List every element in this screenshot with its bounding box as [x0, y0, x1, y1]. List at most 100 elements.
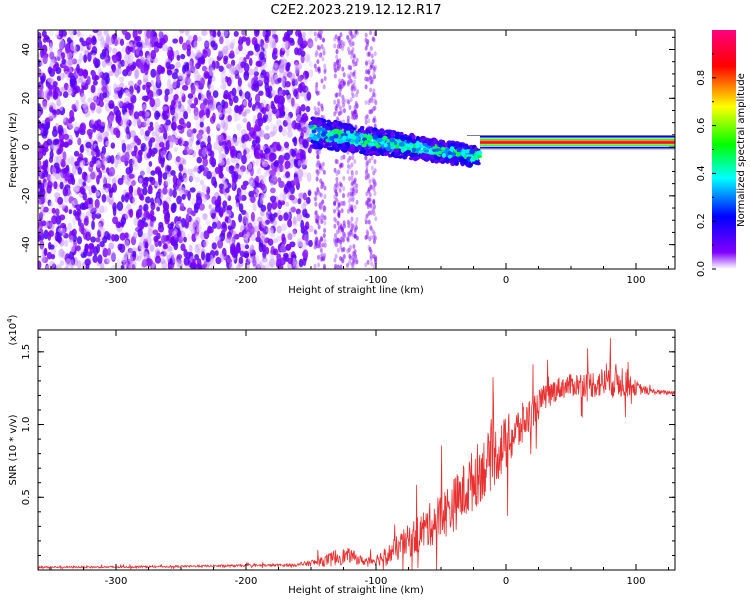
- spectrogram-cell: [161, 44, 168, 52]
- spectrogram-cell: [196, 224, 203, 233]
- spectrogram-cell: [268, 229, 274, 235]
- spectrogram-cell: [57, 171, 64, 182]
- spectrogram-cell: [42, 100, 48, 110]
- spectrogram-cell: [128, 247, 133, 257]
- spectrogram-x-tick-label: -100: [365, 275, 388, 286]
- spectrogram-cell: [295, 108, 300, 114]
- spectrogram-cell: [370, 95, 374, 101]
- spectrogram-cell: [261, 99, 267, 108]
- spectrogram-cell: [302, 171, 309, 178]
- spectrogram-cell: [322, 37, 326, 43]
- spectrogram-cell: [370, 155, 374, 161]
- spectrogram-cell: [141, 181, 149, 188]
- spectrogram-cell: [317, 169, 321, 175]
- spectrogram-cell: [317, 107, 321, 113]
- spectrogram-cell: [222, 108, 227, 115]
- spectrogram-cell: [240, 184, 247, 190]
- spectrogram-cell: [242, 133, 250, 142]
- spectrogram-cell: [166, 165, 172, 172]
- spectrogram-cell: [100, 262, 105, 269]
- spectrogram-cell: [265, 125, 270, 131]
- spectrogram-cell: [315, 90, 319, 96]
- spectrogram-cell: [198, 148, 203, 157]
- spectrogram-cell: [193, 53, 199, 60]
- spectrogram-cell: [307, 42, 314, 48]
- spectrogram-cell: [333, 36, 337, 42]
- spectrogram-cell: [95, 237, 101, 243]
- spectrogram-cell: [243, 149, 247, 156]
- spectrogram-cell: [321, 122, 327, 128]
- snr-frame: [37, 329, 676, 571]
- spectrogram-cell: [150, 35, 154, 45]
- spectrogram-cell: [350, 181, 354, 187]
- spectrogram-cell: [333, 208, 337, 214]
- spectrogram-cell: [402, 154, 407, 160]
- spectrogram-cell: [268, 35, 275, 45]
- spectrogram-cell: [177, 138, 183, 145]
- spectrogram-cell: [292, 216, 297, 225]
- spectrogram-cell: [315, 84, 319, 90]
- spectrogram-cell: [251, 139, 258, 146]
- spectrogram-cell: [237, 77, 242, 87]
- spectrogram-cell: [126, 102, 133, 111]
- spectrogram-cell: [346, 115, 350, 121]
- snr-x-tick-label: 100: [626, 576, 645, 587]
- spectrogram-cell: [338, 43, 342, 49]
- spectrogram-cell: [306, 172, 312, 183]
- spectrogram-cell: [374, 142, 379, 147]
- spectrogram-cell: [374, 129, 380, 133]
- spectrogram-cell: [120, 216, 127, 225]
- spectrogram-cell: [124, 193, 129, 203]
- spectrogram-cell: [205, 170, 213, 180]
- spectrogram-cell: [199, 121, 204, 128]
- spectrogram-cell: [316, 132, 322, 138]
- spectrogram-cell: [173, 111, 179, 122]
- spectrogram-cell: [302, 40, 308, 48]
- spectrogram-cell: [105, 60, 113, 66]
- spectrogram-cell: [278, 180, 285, 189]
- spectrogram-cell: [39, 84, 44, 91]
- spectrogram-cell: [244, 244, 250, 250]
- colorbar-tick-label: 0.0: [696, 261, 707, 277]
- spectrogram-cell: [147, 89, 154, 100]
- spectrogram-cell: [318, 239, 322, 245]
- spectrogram-cell: [113, 91, 119, 100]
- spectrogram-cell: [74, 85, 81, 94]
- spectrogram-cell: [254, 150, 260, 159]
- spectrogram-cell: [333, 67, 337, 73]
- spectrogram-cell: [395, 143, 400, 149]
- spectrogram-cell: [299, 149, 306, 159]
- spectrogram-cell: [390, 132, 395, 137]
- spectrogram-cell: [430, 156, 435, 161]
- spectrogram-cell: [322, 84, 326, 90]
- spectrogram-cell: [213, 141, 220, 151]
- spectrogram-cell: [58, 39, 65, 50]
- spectrogram-cell: [394, 148, 399, 153]
- spectrogram-cell: [365, 167, 369, 173]
- spectrogram-cell: [281, 128, 287, 137]
- spectrogram-cell: [154, 255, 162, 264]
- spectrogram-cell: [77, 166, 83, 175]
- spectrogram-cell: [199, 102, 206, 111]
- spectrogram-cell: [304, 70, 310, 79]
- spectrogram-cell: [146, 30, 152, 39]
- spectrogram-cell: [131, 264, 136, 269]
- spectrogram-cell: [314, 36, 318, 42]
- spectrogram-cell: [302, 249, 309, 259]
- spectrogram-cell: [112, 206, 117, 217]
- spectrogram-cell: [48, 112, 55, 119]
- spectrogram-cell: [165, 140, 170, 151]
- spectrogram-cell: [253, 71, 259, 77]
- spectrogram-cell: [364, 60, 368, 66]
- spectrogram-cell: [350, 172, 354, 178]
- spectrogram-cell: [68, 122, 75, 130]
- spectrogram-cell: [222, 45, 229, 55]
- spectrogram-cell: [182, 42, 188, 51]
- spectrogram-cell: [243, 252, 250, 258]
- spectrogram-cell: [303, 159, 308, 166]
- spectrogram-cell: [110, 264, 117, 269]
- spectrogram-cell: [261, 256, 268, 263]
- spectrogram-cell: [222, 200, 228, 209]
- spectrogram-cell: [321, 118, 327, 124]
- spectrogram-cell: [149, 137, 156, 143]
